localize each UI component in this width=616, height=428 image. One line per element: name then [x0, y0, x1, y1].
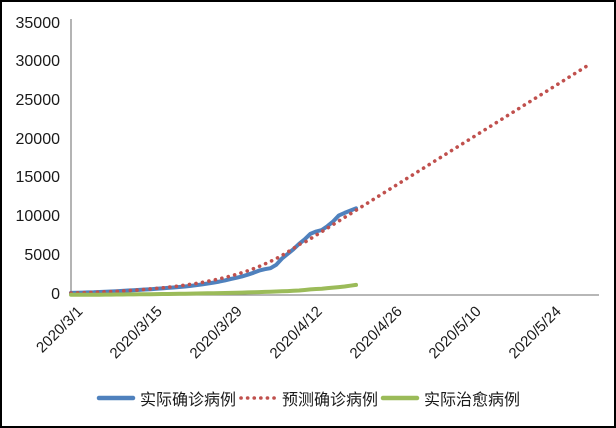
series-line-2: [69, 282, 358, 297]
series-line-1: [69, 62, 592, 295]
series-line-0: [69, 206, 358, 295]
y-axis-tick-label: 20000: [15, 131, 61, 148]
legend-label-predicted-confirmed: 预测确诊病例: [281, 392, 378, 409]
y-axis-tick-label: 5000: [24, 247, 60, 264]
legend-label-actual-cured: 实际治愈病例: [424, 392, 521, 409]
y-axis-tick-label: 35000: [15, 15, 61, 32]
y-axis-tick-label: 15000: [15, 169, 61, 186]
y-axis-tick-label: 25000: [15, 92, 61, 109]
legend-swatch-solid-blue-line: [96, 395, 136, 401]
y-axis-tick-label: 10000: [15, 208, 61, 225]
legend-item-actual-confirmed: 实际确诊病例: [96, 386, 236, 410]
legend-label-actual-confirmed: 实际确诊病例: [139, 392, 236, 409]
legend-swatch-solid-green-line: [380, 395, 420, 401]
y-axis-tick-label: 0: [51, 286, 60, 303]
chart-legend: 实际确诊病例 预测确诊病例 实际治愈病例: [2, 386, 614, 410]
legend-swatch-dotted-red-line: [239, 396, 277, 400]
y-axis-tick-label: 30000: [15, 53, 61, 70]
legend-item-predicted-confirmed: 预测确诊病例: [238, 386, 378, 410]
legend-item-actual-cured: 实际治愈病例: [380, 386, 520, 410]
